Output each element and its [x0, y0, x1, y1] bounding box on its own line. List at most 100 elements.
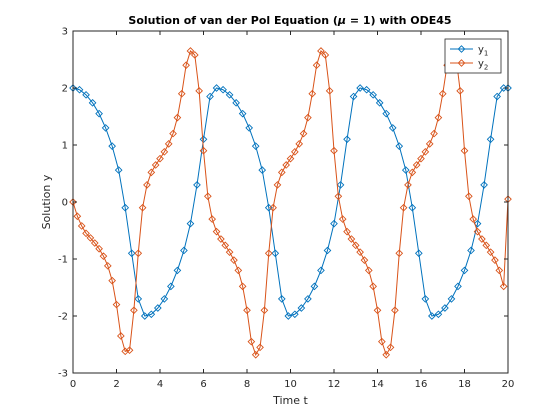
data-point — [256, 343, 264, 352]
chart-title: Solution of van der Pol Equation (μ = 1)… — [128, 14, 451, 27]
data-point — [414, 249, 423, 258]
y-axis-label: Solution y — [40, 174, 53, 229]
data-point — [153, 304, 162, 312]
data-point — [297, 304, 306, 312]
data-point — [177, 89, 186, 98]
legend-label: y1 — [478, 45, 488, 58]
data-point — [447, 295, 456, 303]
legend-swatch-marker — [457, 45, 466, 53]
y-tick-label: -2 — [58, 312, 68, 323]
data-point — [351, 241, 360, 250]
data-point — [151, 161, 160, 169]
data-point — [284, 312, 293, 320]
data-point — [90, 239, 99, 247]
data-point — [82, 91, 90, 99]
data-point — [138, 203, 147, 212]
data-point — [75, 85, 84, 94]
data-point — [434, 310, 443, 319]
data-point — [364, 266, 373, 275]
data-point — [421, 148, 430, 156]
data-point — [395, 142, 404, 150]
data-point — [127, 249, 136, 258]
data-point — [251, 350, 260, 359]
legend-label: y2 — [478, 59, 488, 72]
data-point — [338, 215, 347, 223]
data-point — [308, 89, 317, 98]
data-point — [219, 85, 227, 94]
y-tick-label: 2 — [62, 84, 68, 95]
data-point — [378, 337, 386, 346]
data-point — [204, 192, 212, 201]
data-point — [251, 142, 260, 150]
data-point — [217, 235, 225, 243]
data-point — [388, 124, 397, 132]
data-point — [469, 215, 478, 223]
data-point — [114, 166, 123, 174]
data-point — [117, 332, 125, 340]
x-tick-label: 10 — [284, 379, 297, 390]
data-point — [336, 181, 345, 189]
x-tick-label: 16 — [415, 379, 428, 390]
data-point — [382, 109, 391, 118]
data-point — [277, 295, 286, 303]
data-point — [273, 181, 282, 189]
data-point — [73, 212, 82, 221]
data-point — [82, 229, 90, 238]
y-tick-label: 0 — [62, 198, 68, 209]
y-axis: -3 -2 -1 0 1 2 3 — [58, 27, 508, 380]
data-point — [343, 135, 351, 144]
data-point — [195, 87, 203, 95]
data-point — [232, 98, 240, 107]
data-point — [304, 295, 312, 303]
data-point — [99, 252, 108, 260]
data-point — [164, 140, 173, 148]
data-point — [88, 98, 97, 107]
data-point — [101, 124, 110, 132]
series-line — [72, 87, 508, 317]
data-point — [330, 146, 338, 155]
data-point — [478, 235, 486, 243]
data-point — [382, 350, 391, 359]
data-point — [238, 109, 247, 118]
data-point — [147, 310, 156, 319]
data-point — [95, 109, 103, 118]
data-point — [373, 306, 382, 315]
data-point — [95, 244, 103, 253]
data-point — [360, 256, 369, 264]
data-point — [291, 148, 299, 156]
data-point — [199, 146, 208, 155]
data-point — [369, 282, 377, 291]
data-point — [193, 181, 201, 189]
data-point — [208, 215, 217, 223]
y-tick-label: -1 — [58, 255, 68, 266]
data-point — [401, 166, 410, 174]
data-point — [408, 203, 417, 212]
data-point — [399, 203, 408, 212]
data-point — [238, 282, 247, 291]
data-point — [277, 168, 286, 177]
data-point — [77, 222, 86, 230]
x-tick-label: 18 — [458, 379, 471, 390]
data-point — [258, 166, 267, 174]
x-axis: 0 2 4 6 8 10 12 14 16 18 20 — [70, 31, 514, 390]
data-point — [212, 227, 221, 236]
data-point — [108, 142, 116, 150]
data-point — [247, 337, 256, 346]
data-point — [286, 154, 295, 163]
data-point — [304, 113, 312, 122]
data-point — [186, 219, 195, 228]
data-point — [160, 148, 169, 156]
data-point — [456, 87, 464, 95]
data-point — [212, 84, 221, 92]
data-point — [108, 276, 116, 285]
data-point — [412, 161, 421, 169]
data-point — [112, 300, 121, 309]
data-point — [454, 282, 462, 291]
series-line — [72, 50, 509, 356]
data-point — [121, 203, 130, 212]
data-point — [310, 282, 319, 291]
data-point — [334, 192, 343, 201]
data-point — [230, 256, 238, 264]
legend-label-subscript: 2 — [484, 64, 488, 72]
data-point — [425, 140, 434, 148]
